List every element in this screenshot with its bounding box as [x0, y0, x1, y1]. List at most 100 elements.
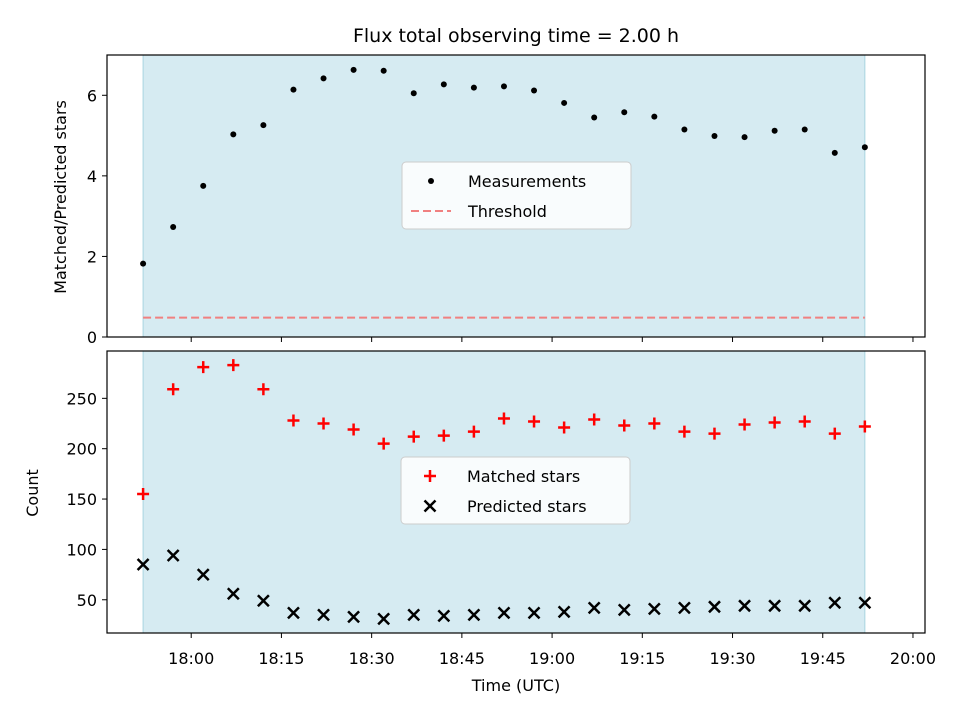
- predicted-star-point: [377, 612, 391, 626]
- bottom-y-tick-label: 250: [66, 389, 97, 408]
- measurement-point: [531, 87, 538, 94]
- x-tick-label: 20:00: [890, 649, 936, 668]
- measurement-point: [561, 99, 568, 106]
- matched-star-point: [828, 427, 841, 440]
- predicted-star-point: [647, 602, 661, 616]
- matched-star-point: [197, 361, 210, 374]
- matched-star-point: [377, 437, 390, 450]
- matched-star-point: [437, 429, 450, 442]
- predicted-star-point: [407, 608, 421, 622]
- matched-star-point: [407, 430, 420, 443]
- matched-star-point: [287, 414, 300, 427]
- predicted-star-point: [858, 596, 872, 610]
- x-tick-label: 18:30: [349, 649, 395, 668]
- bottom-legend: Matched stars Predicted stars: [400, 456, 631, 525]
- top-y-tick-label: 2: [87, 247, 97, 266]
- predicted-star-point: [617, 603, 631, 617]
- legend-predicted-swatch: [423, 499, 437, 513]
- measurement-point: [350, 66, 357, 73]
- predicted-star-point: [136, 558, 150, 571]
- predicted-star-point: [347, 610, 360, 624]
- matched-star-point: [528, 415, 541, 428]
- legend-matched-swatch: [424, 470, 436, 482]
- predicted-star-point: [708, 600, 721, 614]
- measurement-point: [741, 134, 748, 141]
- measurement-point: [681, 126, 688, 133]
- measurement-point: [320, 75, 327, 82]
- x-tick-label: 19:30: [709, 649, 755, 668]
- predicted-star-point: [256, 594, 270, 608]
- measurement-point: [470, 84, 477, 91]
- measurement-point: [380, 67, 387, 74]
- predicted-star-point: [798, 599, 812, 613]
- matched-star-point: [137, 488, 150, 501]
- matched-star-point: [317, 417, 330, 430]
- measurement-point: [140, 260, 147, 267]
- measurement-point: [500, 83, 507, 90]
- measurement-point: [801, 126, 808, 133]
- measurement-point: [831, 149, 838, 156]
- legend-measurement-swatch: [428, 178, 434, 184]
- predicted-star-point: [557, 605, 571, 619]
- measurement-point: [711, 132, 718, 139]
- matched-star-point: [588, 413, 601, 426]
- measurement-point: [861, 144, 868, 151]
- predicted-star-point: [196, 568, 210, 581]
- matched-star-point: [618, 419, 631, 432]
- predicted-star-point: [287, 606, 300, 620]
- top-y-tick-label: 0: [87, 328, 97, 347]
- bottom-legend-box: [400, 456, 631, 525]
- predicted-star-point: [828, 596, 842, 610]
- measurement-point: [771, 127, 778, 134]
- bottom-panel: 18:00 18:15 18:30 18:45 19:00 19:15 19:30 19:45…: [66, 350, 936, 668]
- measurement-point: [170, 224, 177, 231]
- legend-label: Threshold: [467, 202, 547, 221]
- matched-star-point: [708, 427, 721, 440]
- top-legend-box: [401, 161, 632, 230]
- matched-star-point: [497, 412, 510, 425]
- chart-title: Flux total observing time = 2.00 h: [353, 25, 679, 47]
- legend-label: Predicted stars: [467, 497, 587, 516]
- measurement-point: [410, 90, 417, 97]
- matched-star-point: [798, 415, 811, 428]
- x-axis-label: Time (UTC): [471, 676, 560, 695]
- measurement-point: [440, 81, 447, 88]
- measurement-point: [621, 109, 628, 116]
- legend-label: Matched stars: [467, 467, 580, 486]
- matched-star-point: [257, 383, 270, 396]
- matched-star-point: [858, 420, 871, 433]
- predicted-star-point: [317, 608, 330, 622]
- measurement-point: [230, 131, 237, 138]
- top-panel: 0 2 4 6 Measurements Threshold: [87, 54, 926, 347]
- measurement-point: [651, 113, 658, 120]
- matched-star-point: [738, 418, 751, 431]
- measurement-point: [591, 114, 598, 121]
- legend-label: Measurements: [468, 172, 586, 191]
- predicted-star-point: [226, 587, 240, 601]
- predicted-star-point: [768, 599, 782, 613]
- top-legend: Measurements Threshold: [401, 161, 632, 230]
- x-tick-label: 18:00: [168, 649, 214, 668]
- predicted-star-point: [678, 601, 691, 615]
- bottom-y-tick-label: 50: [77, 591, 97, 610]
- x-tick-label: 18:15: [258, 649, 304, 668]
- bottom-axes-frame: [106, 350, 926, 634]
- bottom-y-axis-label: Count: [23, 469, 42, 517]
- predicted-star-point: [437, 609, 451, 623]
- measurement-point: [200, 182, 207, 189]
- matched-star-point: [558, 421, 571, 434]
- matched-star-point: [167, 383, 180, 396]
- predicted-star-point: [587, 601, 601, 615]
- matched-star-point: [648, 417, 661, 430]
- predicted-star-point: [497, 606, 511, 620]
- measurement-point: [260, 122, 267, 129]
- top-axes-frame: [106, 54, 926, 338]
- x-tick-label: 19:00: [529, 649, 575, 668]
- bottom-y-tick-label: 200: [66, 440, 97, 459]
- predicted-star-point: [467, 608, 481, 622]
- predicted-star-point: [166, 549, 180, 562]
- top-y-axis-label: Matched/Predicted stars: [51, 100, 70, 294]
- x-tick-label: 19:45: [800, 649, 846, 668]
- matched-star-point: [467, 425, 480, 438]
